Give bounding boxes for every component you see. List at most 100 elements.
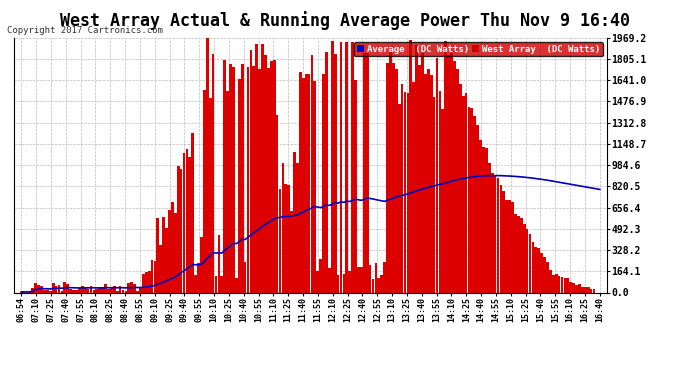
- Bar: [124, 291, 127, 292]
- Text: West Array Actual & Running Average Power Thu Nov 9 16:40: West Array Actual & Running Average Powe…: [60, 11, 630, 30]
- Bar: [375, 263, 377, 292]
- Bar: [523, 224, 526, 292]
- Bar: [334, 54, 337, 292]
- Bar: [543, 257, 546, 292]
- Bar: [581, 287, 584, 292]
- Bar: [586, 287, 589, 292]
- Bar: [177, 166, 179, 292]
- Bar: [459, 84, 462, 292]
- Bar: [415, 45, 418, 292]
- Bar: [421, 53, 424, 292]
- Bar: [413, 82, 415, 292]
- Bar: [430, 75, 433, 292]
- Bar: [406, 93, 409, 292]
- Bar: [529, 234, 531, 292]
- Bar: [462, 96, 464, 292]
- Bar: [191, 133, 194, 292]
- Bar: [380, 276, 383, 292]
- Bar: [572, 283, 575, 292]
- Bar: [305, 74, 308, 292]
- Bar: [584, 286, 586, 292]
- Bar: [81, 286, 83, 292]
- Bar: [121, 290, 124, 292]
- Bar: [552, 275, 555, 292]
- Bar: [113, 286, 116, 292]
- Bar: [593, 290, 595, 292]
- Bar: [145, 272, 148, 292]
- Bar: [354, 81, 357, 292]
- Bar: [450, 53, 453, 292]
- Bar: [209, 98, 212, 292]
- Bar: [468, 107, 471, 292]
- Bar: [535, 247, 538, 292]
- Bar: [66, 284, 69, 292]
- Bar: [564, 278, 566, 292]
- Bar: [342, 274, 345, 292]
- Bar: [264, 55, 267, 292]
- Bar: [40, 286, 43, 292]
- Bar: [433, 97, 435, 292]
- Bar: [368, 265, 371, 292]
- Bar: [58, 285, 61, 292]
- Bar: [130, 282, 133, 292]
- Bar: [188, 157, 191, 292]
- Bar: [78, 288, 81, 292]
- Bar: [339, 42, 342, 292]
- Bar: [128, 283, 130, 292]
- Bar: [476, 125, 479, 292]
- Bar: [52, 284, 55, 292]
- Bar: [258, 69, 261, 292]
- Bar: [409, 39, 412, 292]
- Bar: [75, 290, 78, 292]
- Bar: [488, 163, 491, 292]
- Bar: [168, 210, 171, 292]
- Bar: [366, 53, 368, 292]
- Bar: [389, 49, 392, 292]
- Bar: [195, 275, 197, 292]
- Bar: [197, 263, 200, 292]
- Bar: [346, 42, 348, 292]
- Bar: [95, 288, 98, 292]
- Bar: [250, 50, 253, 292]
- Bar: [363, 53, 366, 292]
- Bar: [49, 291, 52, 292]
- Bar: [453, 61, 456, 292]
- Bar: [418, 65, 421, 292]
- Bar: [444, 41, 447, 292]
- Bar: [471, 108, 473, 292]
- Bar: [186, 148, 188, 292]
- Bar: [392, 63, 395, 292]
- Bar: [531, 242, 534, 292]
- Bar: [55, 286, 57, 292]
- Bar: [590, 290, 593, 292]
- Bar: [276, 115, 279, 292]
- Bar: [322, 75, 325, 292]
- Bar: [560, 277, 563, 292]
- Bar: [226, 91, 229, 292]
- Bar: [270, 61, 273, 292]
- Bar: [32, 288, 34, 292]
- Bar: [325, 52, 328, 292]
- Bar: [253, 66, 255, 292]
- Legend: Average  (DC Watts), West Array  (DC Watts): Average (DC Watts), West Array (DC Watts…: [355, 42, 602, 56]
- Bar: [232, 66, 235, 292]
- Bar: [183, 153, 186, 292]
- Bar: [502, 191, 505, 292]
- Bar: [310, 55, 313, 292]
- Bar: [482, 147, 485, 292]
- Bar: [200, 237, 203, 292]
- Bar: [282, 163, 284, 292]
- Bar: [377, 278, 380, 292]
- Bar: [447, 55, 450, 292]
- Bar: [273, 60, 275, 292]
- Bar: [313, 81, 316, 292]
- Bar: [386, 63, 389, 292]
- Bar: [157, 218, 159, 292]
- Bar: [101, 287, 104, 292]
- Bar: [107, 290, 110, 292]
- Bar: [133, 284, 136, 292]
- Bar: [159, 244, 162, 292]
- Bar: [162, 217, 165, 292]
- Bar: [494, 176, 497, 292]
- Bar: [578, 284, 581, 292]
